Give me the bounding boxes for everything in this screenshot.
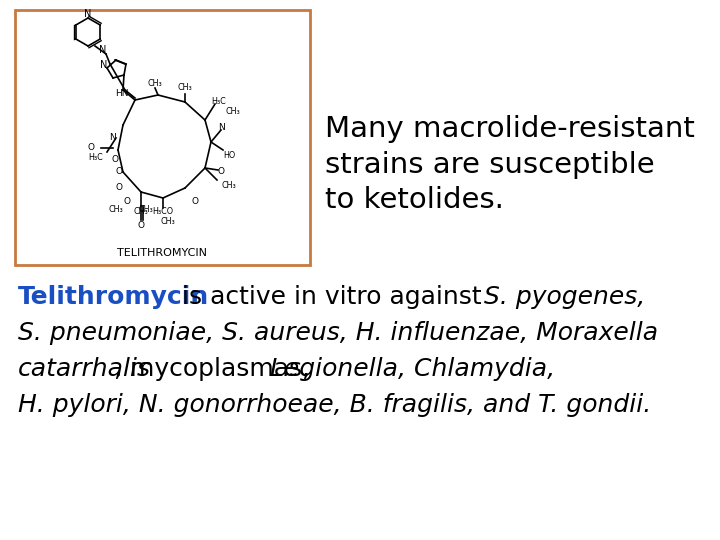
Text: O: O [218, 167, 225, 177]
Text: O: O [116, 184, 123, 192]
Text: CH₃: CH₃ [138, 206, 153, 214]
Text: Legionella, Chlamydia,: Legionella, Chlamydia, [270, 357, 555, 381]
Text: TELITHROMYCIN: TELITHROMYCIN [117, 248, 207, 258]
Text: CH₃: CH₃ [161, 218, 176, 226]
Text: O: O [88, 144, 95, 152]
Text: Many macrolide-resistant
strains are susceptible
to ketolides.: Many macrolide-resistant strains are sus… [325, 115, 695, 214]
Text: CH₃: CH₃ [178, 84, 192, 92]
Text: CH₃: CH₃ [225, 107, 240, 117]
Text: N: N [99, 45, 107, 55]
Text: H. pylori, N. gonorrhoeae, B. fragilis, and T. gondii.: H. pylori, N. gonorrhoeae, B. fragilis, … [18, 393, 652, 417]
Text: N: N [109, 133, 116, 143]
Text: CH₃: CH₃ [148, 78, 163, 87]
Text: CH₃: CH₃ [134, 207, 148, 217]
Text: N: N [100, 60, 108, 70]
Text: catarrhalis: catarrhalis [18, 357, 151, 381]
Text: Telithromycin: Telithromycin [18, 285, 210, 309]
Text: is active in vitro against: is active in vitro against [174, 285, 490, 309]
Text: H₃CO: H₃CO [153, 207, 174, 217]
Text: S. pneumoniae, S. aureus, H. influenzae, Moraxella: S. pneumoniae, S. aureus, H. influenzae,… [18, 321, 658, 345]
Text: H₃C: H₃C [89, 153, 103, 163]
Text: H₃C: H₃C [211, 98, 226, 106]
Text: O: O [111, 156, 118, 165]
Text: S. pyogenes,: S. pyogenes, [484, 285, 645, 309]
Text: CH₃: CH₃ [221, 180, 235, 190]
Text: O: O [138, 221, 145, 231]
Text: O: O [116, 167, 123, 177]
Text: N: N [84, 9, 91, 19]
Text: O: O [124, 198, 131, 206]
Text: HN: HN [115, 89, 129, 98]
Text: N: N [218, 124, 225, 132]
Text: , mycoplasmas,: , mycoplasmas, [114, 357, 318, 381]
Text: CH₃: CH₃ [108, 206, 123, 214]
Text: O: O [192, 198, 199, 206]
Bar [15, 10, 310, 265]
Text: HO: HO [223, 151, 235, 159]
